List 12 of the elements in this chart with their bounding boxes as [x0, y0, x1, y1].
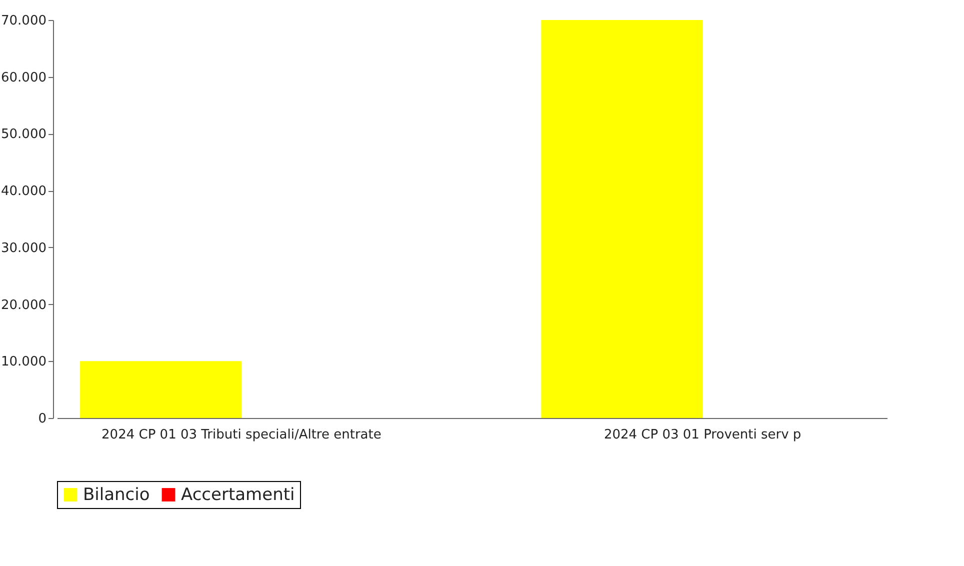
y-tick-label: 40.000 [1, 184, 46, 200]
legend-label: Bilancio [83, 484, 150, 505]
y-tick-label: 20.000 [1, 298, 46, 313]
x-tick-label: 2024 CP 03 01 Proventi serv p [604, 428, 802, 442]
y-tick-label: 30.000 [1, 240, 46, 256]
y-tick-label: 10.000 [1, 354, 46, 370]
legend-label: Accertamenti [181, 484, 295, 505]
y-tick-label: 50.000 [1, 127, 46, 142]
y-tick-label: 60.000 [1, 70, 46, 86]
y-tick-label: 0 [38, 412, 46, 426]
x-tick-label: 2024 CP 01 03 Tributi speciali/Altre entrate [102, 428, 382, 442]
y-tick-label: 70.000 [1, 14, 46, 28]
